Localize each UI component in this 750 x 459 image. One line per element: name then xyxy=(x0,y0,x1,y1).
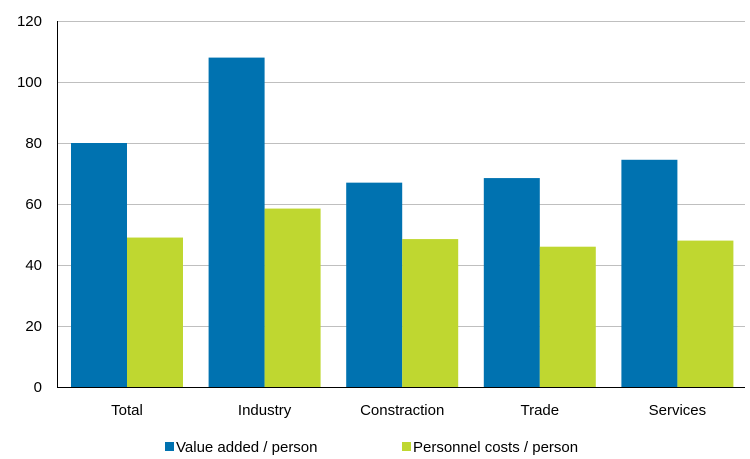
y-tick-label: 0 xyxy=(34,379,42,396)
legend-swatch-1 xyxy=(165,442,174,451)
y-tick-label: 40 xyxy=(25,257,42,274)
axes: 0 20 40 60 80 100 120 Total Industry Constraction… xyxy=(17,13,745,419)
bar-industry-series-1 xyxy=(208,57,265,387)
bar-services-series-2 xyxy=(677,240,734,387)
x-tick-label: Total xyxy=(111,402,143,419)
bar-total-series-2 xyxy=(127,237,183,387)
x-tick-label: Constraction xyxy=(360,402,444,419)
y-tick-label: 120 xyxy=(17,13,42,30)
bars xyxy=(71,57,734,387)
y-tick-label: 20 xyxy=(25,318,42,335)
bar-total-series-1 xyxy=(71,143,127,387)
bar-trade-series-2 xyxy=(539,246,596,387)
bar-constraction-series-2 xyxy=(402,239,459,387)
bar-industry-series-2 xyxy=(264,208,321,387)
bar-constraction-series-1 xyxy=(346,182,403,387)
legend-label-1: Value added / person xyxy=(176,439,318,456)
legend-swatch-2 xyxy=(402,442,411,451)
x-tick-label: Trade xyxy=(520,402,559,419)
legend-label-2: Personnel costs / person xyxy=(413,439,578,456)
y-tick-label: 100 xyxy=(17,74,42,91)
x-tick-label: Industry xyxy=(238,402,292,419)
bar-services-series-1 xyxy=(621,159,678,387)
bar-trade-series-1 xyxy=(483,178,540,387)
x-tick-label: Services xyxy=(649,402,707,419)
legend: Value added / person Personnel costs / pe… xyxy=(165,439,578,456)
y-tick-label: 80 xyxy=(25,135,42,152)
y-tick-label: 60 xyxy=(25,196,42,213)
